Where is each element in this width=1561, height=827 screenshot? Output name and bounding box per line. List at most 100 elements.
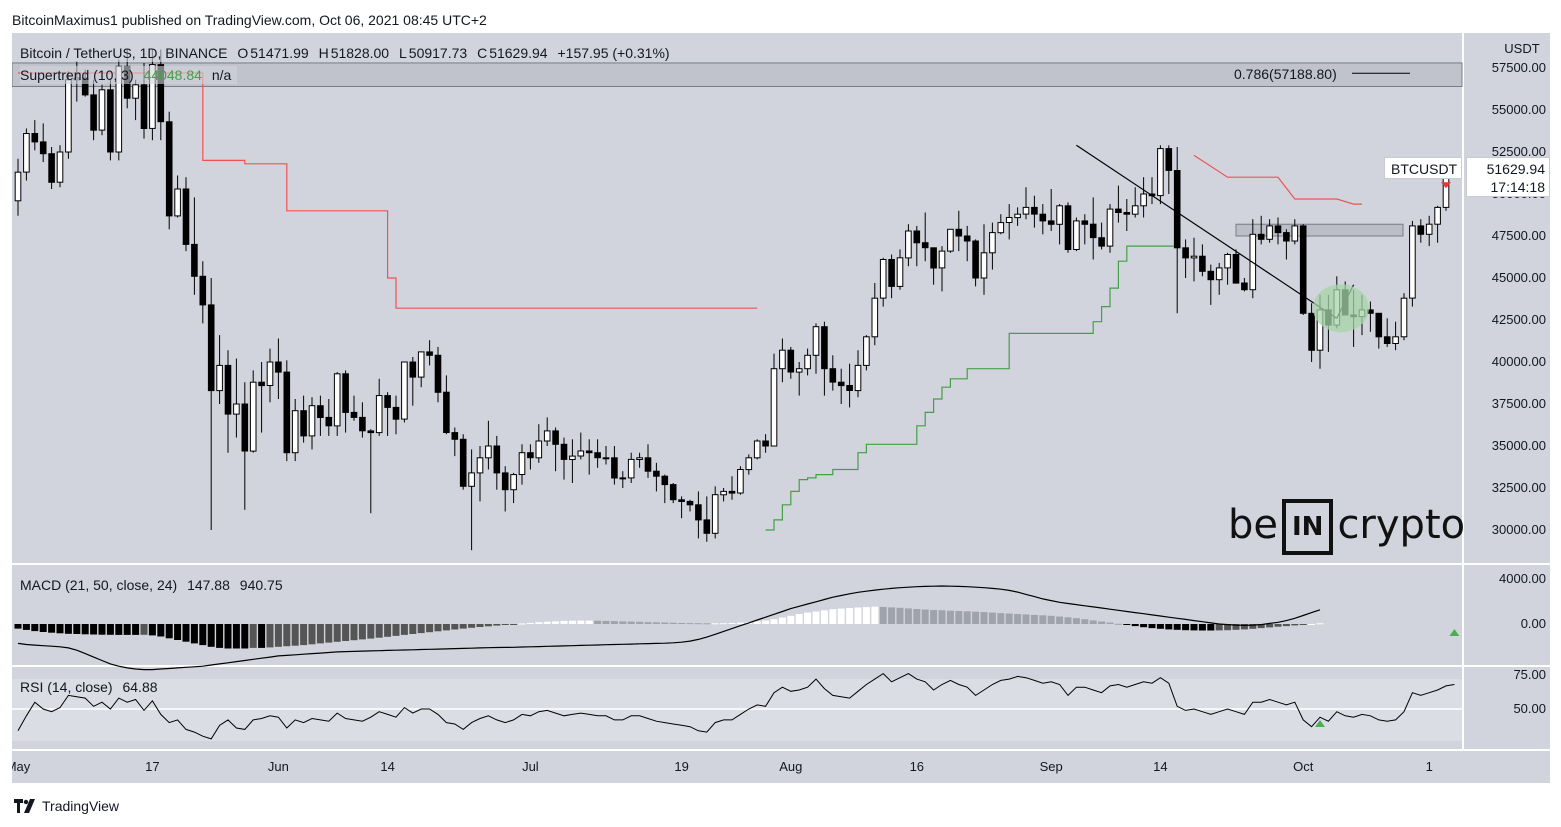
descending-trendline[interactable] (1076, 144, 1338, 319)
macd-histogram-bar[interactable] (493, 624, 501, 626)
macd-histogram-bar[interactable] (1140, 624, 1148, 628)
candle-body[interactable] (199, 275, 207, 306)
candle-body[interactable] (132, 84, 139, 99)
macd-histogram-bar[interactable] (1299, 624, 1307, 625)
macd-histogram-bar[interactable] (1005, 613, 1013, 625)
candle-body[interactable] (695, 504, 702, 521)
candle-body[interactable] (359, 416, 366, 432)
chart-svg[interactable]: USDT57500.0055000.0052500.0050000.004750… (12, 33, 1550, 783)
macd-histogram-bar[interactable] (627, 621, 635, 624)
candle-body[interactable] (669, 484, 677, 501)
macd-histogram-bar[interactable] (619, 621, 627, 624)
candle-body[interactable] (703, 519, 711, 534)
candle-body[interactable] (762, 440, 769, 447)
macd-histogram-bar[interactable] (199, 624, 207, 646)
macd-histogram-bar[interactable] (585, 620, 593, 624)
candle-body[interactable] (384, 395, 391, 408)
macd-histogram-bar[interactable] (132, 624, 140, 635)
candle-body[interactable] (308, 405, 316, 437)
macd-histogram-bar[interactable] (1207, 624, 1215, 631)
macd-histogram-bar[interactable] (879, 606, 887, 624)
candle-body[interactable] (779, 349, 786, 370)
candle-body[interactable] (955, 228, 963, 237)
macd-histogram-bar[interactable] (871, 606, 879, 624)
candle-body[interactable] (1207, 270, 1215, 281)
candle-body[interactable] (543, 430, 551, 442)
candle-body[interactable] (837, 381, 845, 387)
macd-histogram-bar[interactable] (1022, 614, 1030, 624)
candle-body[interactable] (1241, 282, 1248, 291)
macd-histogram-bar[interactable] (1056, 616, 1064, 625)
candle-body[interactable] (770, 368, 778, 447)
candle-body[interactable] (1005, 217, 1013, 223)
candle-body[interactable] (216, 364, 223, 392)
candle-body[interactable] (149, 64, 156, 129)
macd-histogram-bar[interactable] (56, 624, 64, 634)
macd-histogram-bar[interactable] (1190, 624, 1198, 631)
candle-body[interactable] (1140, 193, 1147, 207)
macd-histogram-bar[interactable] (669, 622, 677, 624)
candle-body[interactable] (350, 411, 358, 418)
macd-histogram-bar[interactable] (350, 624, 358, 641)
macd-histogram-bar[interactable] (804, 612, 812, 624)
macd-histogram-bar[interactable] (636, 621, 644, 624)
macd-histogram-bar[interactable] (1081, 619, 1089, 624)
macd-histogram-bar[interactable] (442, 624, 450, 631)
macd-histogram-bar[interactable] (1173, 624, 1181, 630)
macd-histogram-bar[interactable] (921, 609, 929, 625)
macd-histogram-bar[interactable] (930, 610, 938, 624)
macd-histogram-bar[interactable] (526, 622, 534, 624)
macd-histogram-bar[interactable] (711, 623, 719, 625)
macd-histogram-bar[interactable] (736, 622, 744, 624)
rsi-line[interactable] (17, 672, 1455, 740)
macd-histogram-bar[interactable] (31, 624, 39, 632)
macd-histogram-bar[interactable] (1030, 614, 1038, 624)
candle-body[interactable] (476, 457, 484, 474)
candle-body[interactable] (1081, 220, 1089, 225)
candle-body[interactable] (812, 326, 820, 356)
macd-histogram-bar[interactable] (266, 624, 274, 648)
macd-line[interactable] (17, 585, 1321, 671)
candle-body[interactable] (905, 230, 912, 259)
macd-histogram-bar[interactable] (518, 623, 526, 625)
macd-histogram-bar[interactable] (123, 624, 131, 635)
macd-histogram-bar[interactable] (854, 607, 862, 625)
macd-histogram-bar[interactable] (140, 624, 148, 635)
candle-body[interactable] (1417, 225, 1425, 235)
resistance-zone[interactable] (12, 62, 1463, 87)
macd-histogram-bar[interactable] (106, 624, 114, 635)
candle-body[interactable] (174, 188, 181, 217)
candle-body[interactable] (854, 364, 862, 392)
candle-body[interactable] (1106, 208, 1114, 247)
macd-histogram-bar[interactable] (81, 624, 89, 635)
candle-body[interactable] (1098, 237, 1105, 247)
macd-histogram-bar[interactable] (426, 624, 434, 633)
candle-body[interactable] (728, 490, 736, 494)
macd-histogram-bar[interactable] (820, 610, 828, 624)
candle-body[interactable] (888, 259, 895, 287)
macd-histogram-bar[interactable] (316, 624, 324, 644)
candle-body[interactable] (342, 373, 349, 413)
macd-histogram-bar[interactable] (476, 624, 484, 627)
macd-histogram-bar[interactable] (174, 624, 182, 640)
candle-body[interactable] (1283, 232, 1290, 242)
macd-histogram-bar[interactable] (988, 612, 996, 624)
candle-body[interactable] (1375, 312, 1383, 338)
macd-histogram-bar[interactable] (1198, 624, 1206, 631)
candle-body[interactable] (300, 410, 307, 437)
candle-body[interactable] (98, 89, 106, 131)
candle-body[interactable] (1089, 223, 1097, 239)
candle-body[interactable] (1199, 255, 1206, 272)
macd-histogram-bar[interactable] (602, 620, 610, 624)
macd-histogram-bar[interactable] (610, 621, 618, 624)
macd-histogram-bar[interactable] (468, 624, 476, 628)
candle-body[interactable] (241, 403, 249, 452)
macd-histogram-bar[interactable] (232, 624, 240, 649)
candle-body[interactable] (594, 452, 601, 459)
macd-histogram-bar[interactable] (568, 620, 576, 624)
macd-histogram-bar[interactable] (913, 609, 921, 624)
macd-histogram-bar[interactable] (241, 624, 249, 649)
macd-histogram-bar[interactable] (829, 609, 837, 624)
macd-histogram-bar[interactable] (157, 624, 165, 637)
candle-body[interactable] (863, 336, 870, 366)
